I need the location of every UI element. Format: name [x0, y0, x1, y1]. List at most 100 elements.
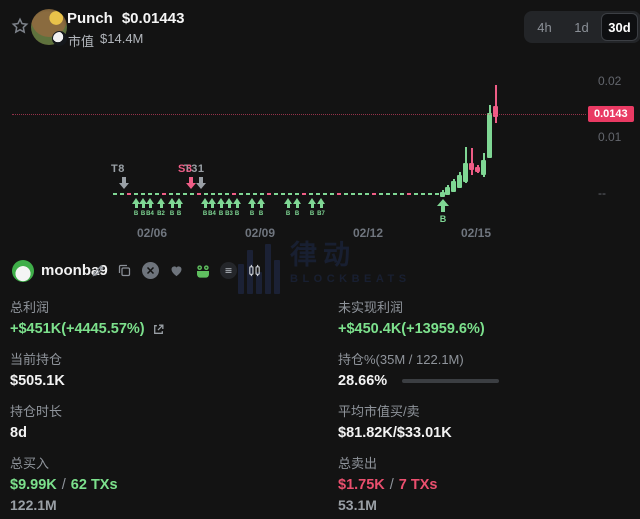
mini-candle [407, 193, 411, 195]
mini-candle [351, 193, 355, 195]
buy-arrow-icon [217, 198, 225, 208]
buy-marker-label: B7 [317, 211, 325, 217]
buy-arrow-icon [257, 198, 265, 208]
buy-arrow-icon [284, 198, 292, 208]
token-chain-badge-icon [52, 31, 67, 46]
stat-unrealized-profit: 未实现利润 +$450.4K(+13959.6%) [338, 297, 638, 337]
mini-candle [218, 193, 222, 195]
candle-wick [453, 179, 455, 192]
buy-marker-label: B4 [146, 211, 154, 217]
mini-candle [372, 193, 376, 195]
buy-marker-label: B [140, 211, 146, 217]
buy-arrow-icon [437, 199, 449, 212]
mini-candle [127, 193, 131, 195]
stat-value: +$450.4K(+13959.6%) [338, 321, 485, 337]
buy-token-amount: 122.1M [10, 497, 57, 513]
buy-marker-label: B [202, 211, 208, 217]
buy-marker-label: B [285, 211, 291, 217]
stat-value: $505.1K [10, 373, 65, 389]
mini-candle [337, 193, 341, 195]
candle-body [457, 175, 462, 188]
stat-hold-duration: 持仓时长 8d [10, 401, 310, 441]
position-progress-bar [402, 379, 500, 383]
buy-arrow-icon [293, 198, 301, 208]
stat-value: 8d [10, 425, 27, 441]
buy-marker-label: B [234, 211, 240, 217]
current-price-tag: 0.0143 [588, 106, 634, 122]
candle-body [493, 106, 498, 117]
sell-marker-label: S3 [178, 163, 193, 175]
candle-wick [465, 147, 467, 183]
mini-candle [428, 193, 432, 195]
external-link-icon[interactable] [152, 323, 165, 336]
buy-arrow-icon [208, 198, 216, 208]
solscan-icon[interactable] [220, 262, 237, 279]
sell-marker-label: T8 [111, 163, 125, 175]
buy-arrow-icon [139, 198, 147, 208]
stat-total-sell: 总卖出 $1.75K / 7 TXs 53.1M [338, 453, 638, 513]
stat-value: $81.82K/$33.01K [338, 425, 452, 441]
gmgn-icon[interactable] [194, 262, 211, 279]
mini-candle [211, 193, 215, 195]
buy-arrow-icon [146, 198, 154, 208]
sell-token-amount: 53.1M [338, 497, 377, 513]
mini-candle [197, 193, 201, 195]
edit-icon[interactable] [90, 262, 107, 279]
candle-wick [489, 105, 491, 158]
stat-label: 总利润 [10, 300, 50, 315]
buy-arrow-icon [233, 198, 241, 208]
sell-arrow-icon [196, 177, 206, 189]
x-twitter-icon[interactable] [142, 262, 159, 279]
mini-candle [323, 193, 327, 195]
y-axis-label: 0.02 [598, 74, 622, 88]
buy-arrow-icon [308, 198, 316, 208]
token-subtitle-row: 市值 $14.4M [68, 31, 143, 50]
chart-candles-icon[interactable] [246, 262, 263, 279]
separator: / [61, 477, 66, 493]
watermark-cn-text: 律动 [290, 240, 356, 270]
x-axis-label: 02/06 [136, 226, 168, 240]
buy-marker-label: B [169, 211, 175, 217]
stat-value: 28.66% [338, 373, 388, 389]
sell-amount: $1.75K [338, 477, 385, 493]
timeframe-1d-button[interactable]: 1d [574, 19, 589, 35]
mini-candle [288, 193, 292, 195]
timeframe-30d-button[interactable]: 30d [601, 13, 638, 41]
mini-candle [253, 193, 257, 195]
current-price-line [12, 114, 586, 115]
buy-arrow-icon [175, 198, 183, 208]
blockbeats-watermark: 律动 BLOCKBEATS [238, 240, 411, 294]
mcap-label: 市值 [68, 34, 95, 49]
buy-arrow-icon [225, 198, 233, 208]
buy-marker-label: B [218, 211, 224, 217]
trader-name[interactable]: moonba9 [41, 262, 108, 279]
candle-body [475, 167, 480, 172]
mini-candle [379, 193, 383, 195]
mini-candle [386, 193, 390, 195]
mini-candle [162, 193, 166, 195]
x-axis-label: 02/15 [460, 226, 492, 240]
mini-candle [225, 193, 229, 195]
mini-candle [190, 193, 194, 195]
candle-wick [495, 85, 497, 123]
mini-candle [260, 193, 264, 195]
stat-avg-mcap: 平均市值买/卖 $81.82K/$33.01K [338, 401, 638, 441]
favorite-star-icon[interactable] [11, 17, 29, 35]
stat-label: 持仓时长 [10, 404, 63, 419]
buy-arrow-icon [157, 198, 165, 208]
mini-candle [183, 193, 187, 195]
separator: / [389, 477, 394, 493]
mini-candle [414, 193, 418, 195]
candle-body [463, 163, 468, 182]
copy-icon[interactable] [116, 262, 133, 279]
candle-wick [459, 172, 461, 188]
timeframe-4h-button[interactable]: 4h [537, 19, 552, 35]
stat-total-buy: 总买入 $9.99K / 62 TXs 122.1M [10, 453, 310, 513]
buy-marker-label: B [309, 211, 315, 217]
trader-action-icons [90, 262, 263, 279]
candle-wick [447, 185, 449, 195]
heart-icon[interactable] [168, 262, 185, 279]
mini-candle [239, 193, 243, 195]
